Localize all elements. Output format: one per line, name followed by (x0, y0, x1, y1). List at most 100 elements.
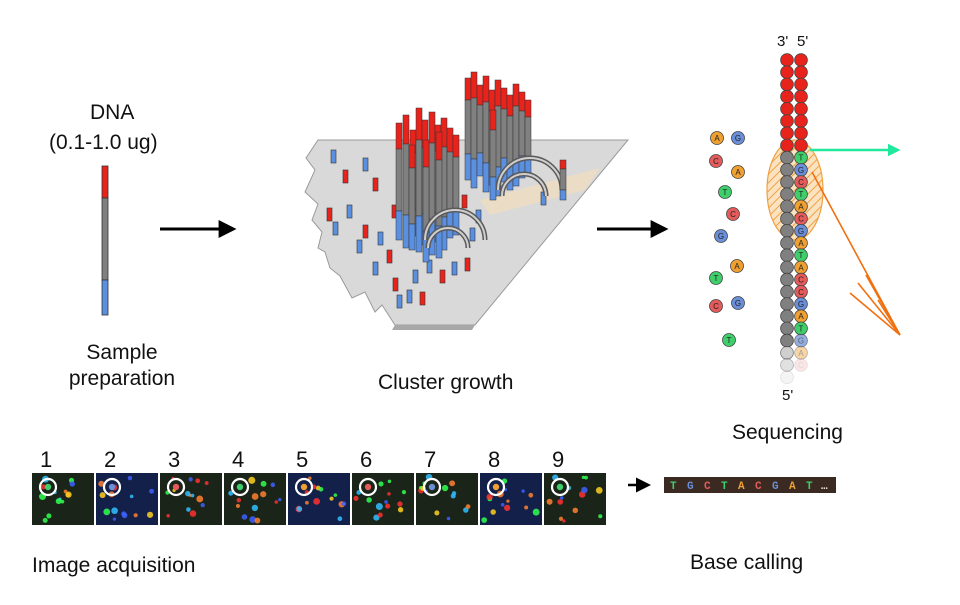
fluorescent-spot (204, 481, 209, 485)
fluorescent-spot (98, 480, 105, 487)
sequencing-label: Sequencing (732, 421, 843, 444)
fluorescent-spot (506, 499, 510, 503)
incorporated-nucleotide: A (794, 345, 808, 360)
fluorescent-spot (384, 500, 388, 504)
fluorescent-spot (490, 509, 496, 515)
strand-5prime-top-label: 5' (797, 33, 808, 50)
nucleotide-circle (709, 299, 723, 313)
nucleotide-letter: G (735, 134, 741, 143)
cluster-fragment (372, 261, 379, 276)
image-frame: 4 (224, 447, 286, 525)
cluster-strand-red (464, 77, 472, 101)
fluorescent-spot (353, 495, 359, 501)
fluorescent-spot (378, 481, 384, 487)
strand-base (780, 370, 794, 385)
base-call-strip: T G C T A C G A T… (664, 477, 836, 493)
nucleotide-circle (726, 207, 740, 221)
cluster-strand-gray (464, 99, 472, 155)
fluorescent-spot (521, 489, 525, 493)
nucleotide-letter: G (798, 227, 804, 236)
nucleotide-circle (731, 165, 745, 179)
cluster-fragment (346, 204, 353, 219)
target-spot (428, 483, 436, 491)
strand-base (780, 65, 794, 79)
strand-base (780, 248, 794, 263)
cluster-strand-red (415, 107, 423, 141)
fluorescent-spot (465, 504, 471, 509)
fluorescent-spot (387, 479, 392, 484)
strand-base (794, 126, 808, 140)
cluster-strand-gray (402, 143, 410, 216)
fluorescent-spot (305, 500, 309, 505)
nucleotide-circle (731, 131, 745, 145)
cluster-strand-red (428, 111, 436, 144)
image-frames: 1 2 3 4 5 6 7 8 9 (32, 447, 606, 525)
fluorescent-spot (387, 492, 391, 496)
incorporated-nucleotide: G (794, 333, 808, 348)
incorporated-nucleotide: A (794, 236, 808, 250)
frame-number: 5 (296, 447, 308, 472)
frame-background (544, 473, 606, 525)
cluster-strand-blue (489, 176, 497, 201)
free-nucleotide: A (730, 259, 744, 273)
fluorescent-spot (528, 492, 534, 498)
cluster-fragment (439, 269, 446, 284)
cluster-strand-blue (559, 189, 567, 201)
fluorescent-spot (486, 493, 493, 501)
flow-cell (304, 139, 630, 330)
cluster-fragment (464, 257, 471, 272)
incorporated-nucleotide: C (794, 284, 808, 299)
target-spot (300, 483, 308, 491)
cluster-fragment (469, 227, 476, 242)
cluster-strand-red (408, 144, 416, 169)
cluster-strand-red (488, 89, 496, 112)
cluster-fragment (412, 269, 419, 284)
strand-3prime-label: 3' (777, 33, 788, 50)
fluorescent-spot (595, 486, 603, 494)
dna-amount: (0.1-1.0 ug) (49, 131, 158, 154)
target-ring (294, 477, 314, 497)
cluster-fragment (332, 221, 339, 236)
cluster-strand-gray (506, 115, 514, 167)
target-spot (236, 483, 244, 491)
fluorescent-spot (481, 517, 488, 523)
nucleotide-letter: T (727, 336, 732, 345)
incorporated-nucleotide: C (794, 211, 808, 226)
cluster-strand-red (470, 71, 478, 99)
fluorescent-spot (46, 513, 52, 519)
target-spot (108, 483, 116, 491)
fluorescent-spot (189, 510, 197, 517)
target-spot (172, 483, 180, 491)
fluorescent-spot (584, 475, 588, 480)
fluorescent-spot (40, 484, 46, 490)
cluster-fragment (451, 261, 458, 276)
incorporated-nucleotide: C (794, 272, 808, 287)
strand-base (780, 321, 794, 336)
fluorescent-spot (581, 475, 585, 479)
nucleotide-circle (714, 229, 728, 243)
incorporated-nucleotide: A (794, 260, 808, 275)
nucleotide-circle (718, 185, 732, 199)
fluorescent-spot (397, 507, 404, 513)
free-nucleotide: G (731, 296, 745, 310)
fluorescent-spot (103, 508, 111, 516)
cluster-strands (326, 71, 567, 309)
nucleotide-letter: T (799, 154, 804, 163)
cluster-strand-blue (435, 225, 443, 259)
fluorescent-spot (190, 493, 195, 498)
bridge-arch-highlight (427, 227, 469, 249)
strand-base (794, 77, 808, 92)
cluster-strand-red (506, 94, 514, 117)
free-nucleotide: C (709, 154, 723, 168)
cluster-fragment (372, 177, 379, 192)
fluorescent-spot (112, 517, 117, 521)
frame-number: 4 (232, 447, 244, 472)
nucleotide-letter: G (798, 166, 804, 175)
frame-number: 6 (360, 447, 372, 472)
cluster-strand-blue (408, 223, 416, 251)
image-acquisition-label: Image acquisition (32, 554, 196, 577)
image-frame: 2 (96, 447, 158, 525)
target-ring (486, 477, 506, 497)
fluorescent-spot (111, 507, 118, 515)
fluorescent-spot (449, 480, 456, 487)
